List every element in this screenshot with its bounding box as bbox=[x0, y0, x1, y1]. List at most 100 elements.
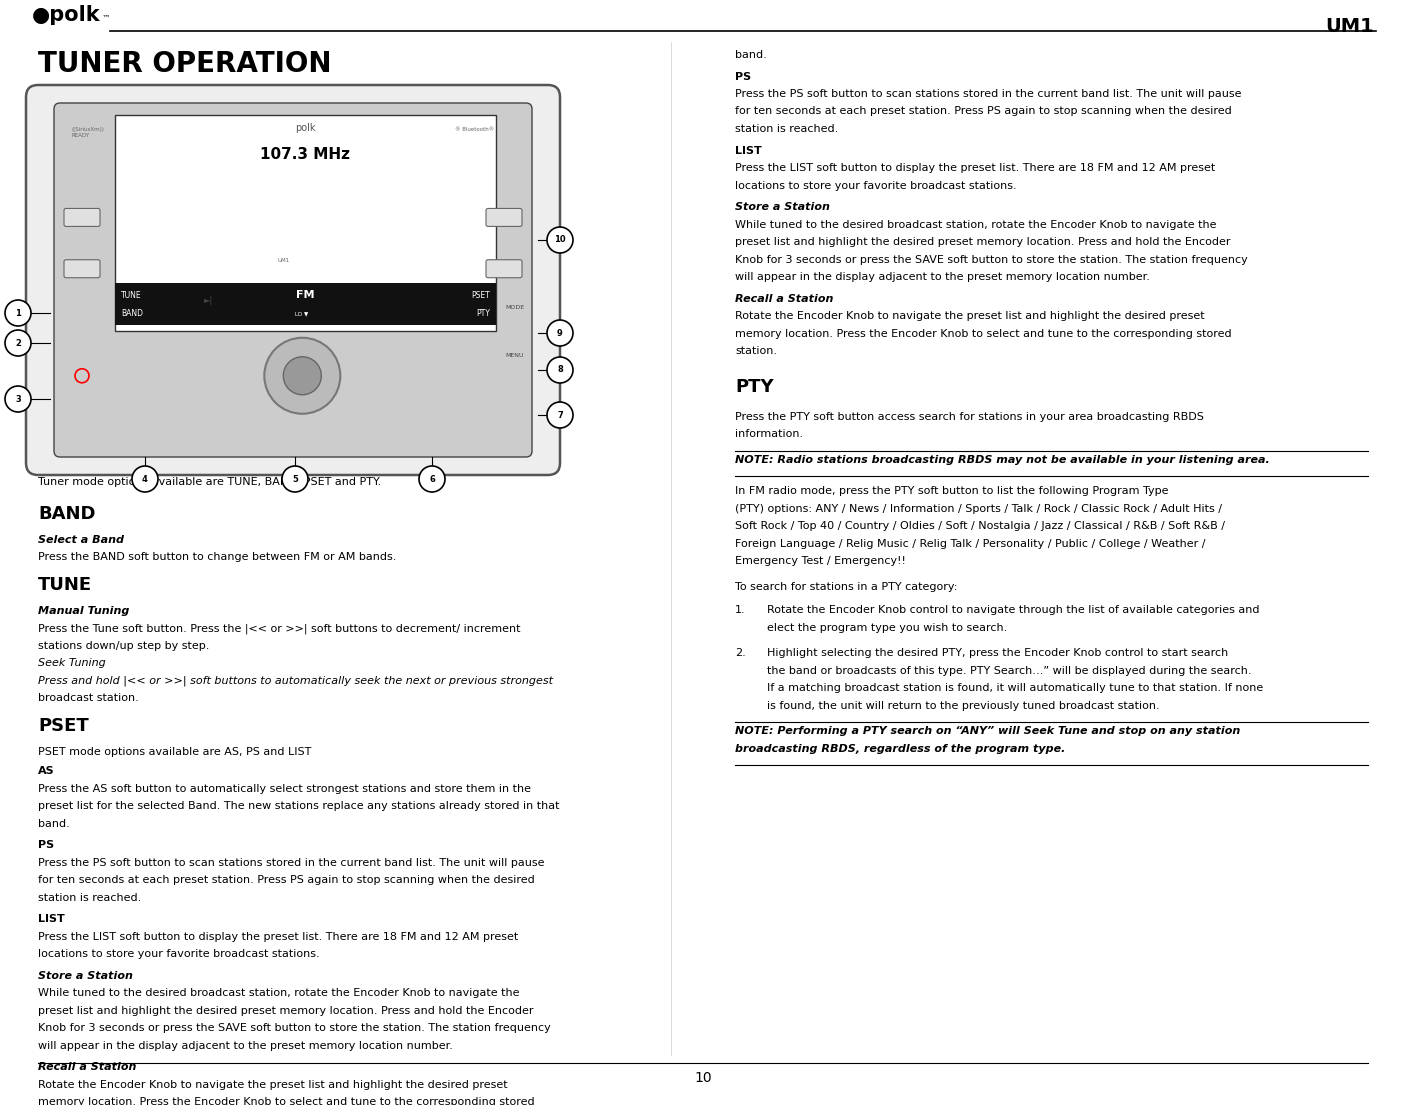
Text: TUNER OPERATION: TUNER OPERATION bbox=[38, 50, 332, 78]
Text: PS: PS bbox=[38, 841, 53, 851]
Text: Press the BAND soft button to change between FM or AM bands.: Press the BAND soft button to change bet… bbox=[38, 552, 396, 562]
Text: To search for stations in a PTY category:: To search for stations in a PTY category… bbox=[735, 581, 957, 591]
Text: band.: band. bbox=[38, 819, 70, 829]
FancyBboxPatch shape bbox=[25, 85, 560, 475]
Text: 8: 8 bbox=[557, 366, 562, 375]
Text: information.: information. bbox=[735, 429, 803, 439]
Text: Foreign Language / Relig Music / Relig Talk / Personality / Public / College / W: Foreign Language / Relig Music / Relig T… bbox=[735, 538, 1205, 548]
Text: Press the PTY soft button access search for stations in your area broadcasting R: Press the PTY soft button access search … bbox=[735, 411, 1204, 421]
Text: 2: 2 bbox=[15, 338, 21, 347]
Circle shape bbox=[547, 227, 574, 253]
Circle shape bbox=[547, 402, 574, 428]
Text: 107.3 MHz: 107.3 MHz bbox=[260, 147, 350, 162]
Text: 7: 7 bbox=[557, 410, 562, 420]
Text: PSET: PSET bbox=[38, 717, 89, 735]
Text: BAND: BAND bbox=[121, 309, 143, 318]
Text: MENU: MENU bbox=[506, 352, 524, 358]
Text: Press the PS soft button to scan stations stored in the current band list. The u: Press the PS soft button to scan station… bbox=[735, 90, 1241, 99]
Text: AS: AS bbox=[38, 767, 55, 777]
Circle shape bbox=[6, 299, 31, 326]
Text: locations to store your favorite broadcast stations.: locations to store your favorite broadca… bbox=[735, 180, 1017, 190]
Text: Rotate the Encoder Knob to navigate the preset list and highlight the desired pr: Rotate the Encoder Knob to navigate the … bbox=[735, 311, 1205, 320]
Text: Recall a Station: Recall a Station bbox=[735, 294, 834, 304]
Text: Recall a Station: Recall a Station bbox=[38, 1063, 136, 1073]
FancyBboxPatch shape bbox=[65, 209, 100, 227]
Text: station is reached.: station is reached. bbox=[735, 124, 838, 134]
Text: NOTE: Radio stations broadcasting RBDS may not be available in your listening ar: NOTE: Radio stations broadcasting RBDS m… bbox=[735, 454, 1270, 464]
Text: ►|: ►| bbox=[204, 296, 214, 305]
Circle shape bbox=[547, 357, 574, 383]
Text: will appear in the display adjacent to the preset memory location number.: will appear in the display adjacent to t… bbox=[38, 1041, 453, 1051]
Text: PSET mode options available are AS, PS and LIST: PSET mode options available are AS, PS a… bbox=[38, 747, 311, 757]
Text: memory location. Press the Encoder Knob to select and tune to the corresponding : memory location. Press the Encoder Knob … bbox=[735, 328, 1232, 338]
Text: PTY: PTY bbox=[735, 378, 773, 396]
Text: Press the LIST soft button to display the preset list. There are 18 FM and 12 AM: Press the LIST soft button to display th… bbox=[38, 932, 519, 941]
Circle shape bbox=[6, 386, 31, 412]
Text: PSET: PSET bbox=[471, 291, 491, 299]
Text: Select a Band: Select a Band bbox=[38, 535, 124, 545]
Text: Press the AS soft button to automatically select strongest stations and store th: Press the AS soft button to automaticall… bbox=[38, 785, 531, 794]
Text: is found, the unit will return to the previously tuned broadcast station.: is found, the unit will return to the pr… bbox=[768, 701, 1160, 711]
Text: station.: station. bbox=[735, 346, 778, 356]
Text: for ten seconds at each preset station. Press PS again to stop scanning when the: for ten seconds at each preset station. … bbox=[38, 875, 534, 885]
Text: Rotate the Encoder Knob control to navigate through the list of available catego: Rotate the Encoder Knob control to navig… bbox=[768, 606, 1260, 615]
Text: broadcast station.: broadcast station. bbox=[38, 694, 139, 704]
Text: Press and hold |<< or >>| soft buttons to automatically seek the next or previou: Press and hold |<< or >>| soft buttons t… bbox=[38, 676, 553, 686]
Text: NOTE: Performing a PTY search on “ANY” will Seek Tune and stop on any station: NOTE: Performing a PTY search on “ANY” w… bbox=[735, 726, 1240, 736]
Text: ® Bluetooth®: ® Bluetooth® bbox=[454, 127, 494, 131]
Text: 5: 5 bbox=[292, 474, 298, 484]
Text: Press the Tune soft button. Press the |<< or >>| soft buttons to decrement/ incr: Press the Tune soft button. Press the |<… bbox=[38, 623, 520, 634]
Text: ((SiriusXm))
READY: ((SiriusXm)) READY bbox=[72, 127, 105, 138]
Text: Manual Tuning: Manual Tuning bbox=[38, 606, 129, 615]
Text: 10: 10 bbox=[554, 235, 565, 244]
Text: polk: polk bbox=[295, 123, 316, 133]
Text: While tuned to the desired broadcast station, rotate the Encoder Knob to navigat: While tuned to the desired broadcast sta… bbox=[38, 989, 519, 999]
Text: PS: PS bbox=[735, 72, 751, 82]
Text: LIST: LIST bbox=[735, 146, 762, 156]
FancyBboxPatch shape bbox=[486, 260, 522, 277]
Text: band.: band. bbox=[735, 50, 766, 60]
Text: preset list for the selected Band. The new stations replace any stations already: preset list for the selected Band. The n… bbox=[38, 801, 560, 811]
Text: Soft Rock / Top 40 / Country / Oldies / Soft / Nostalgia / Jazz / Classical / R&: Soft Rock / Top 40 / Country / Oldies / … bbox=[735, 520, 1225, 532]
Bar bbox=[115, 283, 496, 325]
Text: locations to store your favorite broadcast stations.: locations to store your favorite broadca… bbox=[38, 949, 319, 959]
Text: BAND: BAND bbox=[38, 505, 96, 523]
Text: 1: 1 bbox=[15, 308, 21, 317]
Text: Store a Station: Store a Station bbox=[735, 202, 830, 212]
FancyBboxPatch shape bbox=[65, 260, 100, 277]
Text: Press the PS soft button to scan stations stored in the current band list. The u: Press the PS soft button to scan station… bbox=[38, 857, 544, 869]
Text: 6: 6 bbox=[429, 474, 434, 484]
Text: station is reached.: station is reached. bbox=[38, 893, 141, 903]
Text: ●polk: ●polk bbox=[32, 6, 101, 25]
Text: 1.: 1. bbox=[735, 606, 745, 615]
Text: Highlight selecting the desired PTY, press the Encoder Knob control to start sea: Highlight selecting the desired PTY, pre… bbox=[768, 648, 1229, 657]
Text: memory location. Press the Encoder Knob to select and tune to the corresponding : memory location. Press the Encoder Knob … bbox=[38, 1097, 534, 1105]
Text: preset list and highlight the desired preset memory location. Press and hold the: preset list and highlight the desired pr… bbox=[735, 236, 1230, 248]
Circle shape bbox=[284, 357, 322, 394]
Circle shape bbox=[547, 320, 574, 346]
Text: Tuner mode options available are TUNE, BAND, PSET and PTY.: Tuner mode options available are TUNE, B… bbox=[38, 477, 381, 487]
Circle shape bbox=[132, 466, 157, 492]
Text: TUNE: TUNE bbox=[121, 291, 142, 299]
Text: 2.: 2. bbox=[735, 648, 745, 657]
Circle shape bbox=[264, 338, 340, 413]
Text: for ten seconds at each preset station. Press PS again to stop scanning when the: for ten seconds at each preset station. … bbox=[735, 106, 1232, 116]
Text: will appear in the display adjacent to the preset memory location number.: will appear in the display adjacent to t… bbox=[735, 272, 1150, 282]
Circle shape bbox=[6, 330, 31, 356]
Text: stations down/up step by step.: stations down/up step by step. bbox=[38, 641, 209, 651]
Text: While tuned to the desired broadcast station, rotate the Encoder Knob to navigat: While tuned to the desired broadcast sta… bbox=[735, 220, 1216, 230]
Text: ™: ™ bbox=[103, 14, 111, 23]
Text: (PTY) options: ANY / News / Information / Sports / Talk / Rock / Classic Rock / : (PTY) options: ANY / News / Information … bbox=[735, 504, 1222, 514]
Text: Press the LIST soft button to display the preset list. There are 18 FM and 12 AM: Press the LIST soft button to display th… bbox=[735, 164, 1215, 173]
Text: UM1: UM1 bbox=[1326, 17, 1374, 36]
Text: PTY: PTY bbox=[477, 309, 491, 318]
Text: MODE: MODE bbox=[505, 305, 524, 309]
Text: UM1: UM1 bbox=[277, 257, 290, 263]
FancyBboxPatch shape bbox=[486, 209, 522, 227]
Text: If a matching broadcast station is found, it will automatically tune to that sta: If a matching broadcast station is found… bbox=[768, 683, 1263, 693]
Text: 9: 9 bbox=[557, 328, 562, 337]
Text: Knob for 3 seconds or press the SAVE soft button to store the station. The stati: Knob for 3 seconds or press the SAVE sof… bbox=[38, 1023, 551, 1033]
Text: In FM radio mode, press the PTY soft button to list the following Program Type: In FM radio mode, press the PTY soft but… bbox=[735, 486, 1168, 496]
Text: LD ▼: LD ▼ bbox=[295, 311, 309, 316]
Text: Seek Tuning: Seek Tuning bbox=[38, 659, 105, 669]
